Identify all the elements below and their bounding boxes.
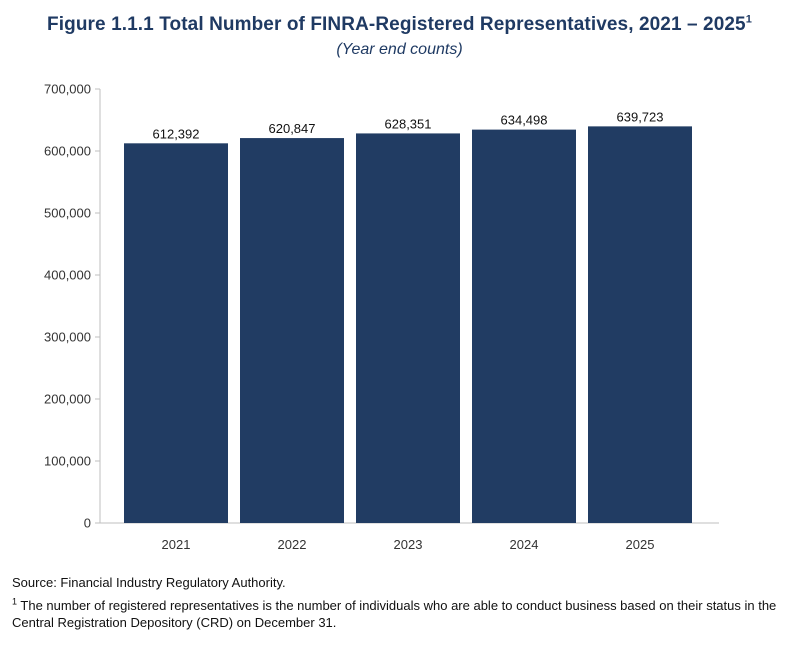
- y-tick-label: 700,000: [44, 82, 91, 97]
- data-label: 612,392: [153, 126, 200, 141]
- x-tick-label: 2022: [278, 537, 307, 552]
- bar: [240, 138, 344, 523]
- footnote: 1 The number of registered representativ…: [12, 597, 790, 631]
- data-label: 628,351: [385, 116, 432, 131]
- bar: [356, 133, 460, 524]
- bar: [124, 143, 228, 523]
- x-tick-label: 2021: [162, 537, 191, 552]
- y-tick-label: 600,000: [44, 144, 91, 159]
- y-tick-label: 400,000: [44, 268, 91, 283]
- x-tick-label: 2025: [626, 537, 655, 552]
- y-tick-label: 300,000: [44, 330, 91, 345]
- y-tick-label: 500,000: [44, 206, 91, 221]
- y-tick-label: 200,000: [44, 392, 91, 407]
- bar: [472, 129, 576, 523]
- chart-title-text: Figure 1.1.1 Total Number of FINRA-Regis…: [47, 14, 746, 35]
- chart-subtitle: (Year end counts): [336, 41, 463, 58]
- data-label: 634,498: [501, 113, 548, 128]
- y-tick-label: 100,000: [44, 454, 91, 469]
- data-label: 639,723: [617, 109, 664, 124]
- footnote-text: The number of registered representatives…: [12, 598, 777, 630]
- y-tick-label: 0: [84, 516, 91, 531]
- chart-title: Figure 1.1.1 Total Number of FINRA-Regis…: [0, 14, 799, 36]
- bar-chart: 0 100,000 200,000 300,000 400,000 500,000 600,…: [44, 82, 719, 552]
- data-label: 620,847: [269, 121, 316, 136]
- x-tick-label: 2024: [510, 537, 539, 552]
- x-tick-label: 2023: [394, 537, 423, 552]
- title-footnote-marker: 1: [745, 13, 752, 26]
- footnote-marker: 1: [12, 596, 18, 607]
- bar: [588, 126, 692, 524]
- source-note: Source: Financial Industry Regulatory Au…: [12, 575, 286, 590]
